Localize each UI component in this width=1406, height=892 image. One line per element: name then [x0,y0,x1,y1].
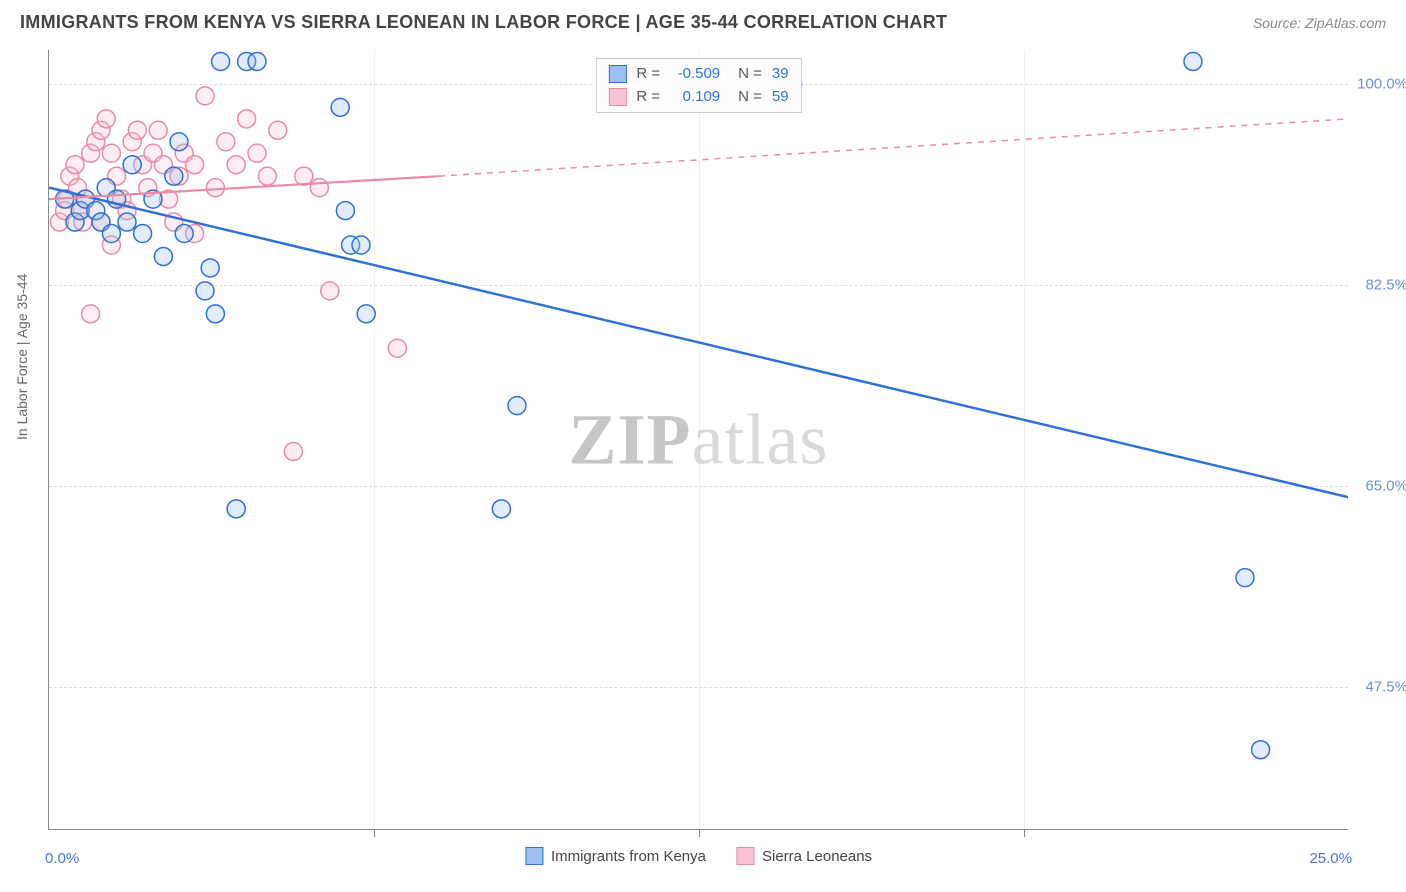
blue-n-value: 39 [772,63,789,86]
y-tick-label: 82.5% [1353,277,1406,294]
pink-swatch-icon [608,88,626,106]
blue-series-label: Immigrants from Kenya [551,848,706,865]
x-tick-label: 0.0% [45,850,79,867]
correlation-legend: R = -0.509 N = 39 R = 0.109 N = 59 [595,58,801,113]
chart-title: IMMIGRANTS FROM KENYA VS SIERRA LEONEAN … [20,12,947,33]
pink-n-value: 59 [772,86,789,109]
x-tick-label: 25.0% [1309,850,1352,867]
chart-header: IMMIGRANTS FROM KENYA VS SIERRA LEONEAN … [0,0,1406,41]
y-tick-label: 65.0% [1353,477,1406,494]
pink-r-value: 0.109 [670,86,720,109]
chart-source: Source: ZipAtlas.com [1253,15,1386,31]
y-tick-label: 100.0% [1353,76,1406,93]
y-tick-label: 47.5% [1353,678,1406,695]
series-legend: Immigrants from Kenya Sierra Leoneans [525,847,872,865]
pink-series-label: Sierra Leoneans [762,848,872,865]
chart-svg [49,50,1348,829]
pink-swatch-icon [736,847,754,865]
blue-swatch-icon [608,65,626,83]
blue-r-value: -0.509 [670,63,720,86]
plot-area: ZIPatlas R = -0.509 N = 39 R = 0.109 N =… [48,50,1348,830]
blue-swatch-icon [525,847,543,865]
y-axis-title: In Labor Force | Age 35-44 [14,274,30,440]
